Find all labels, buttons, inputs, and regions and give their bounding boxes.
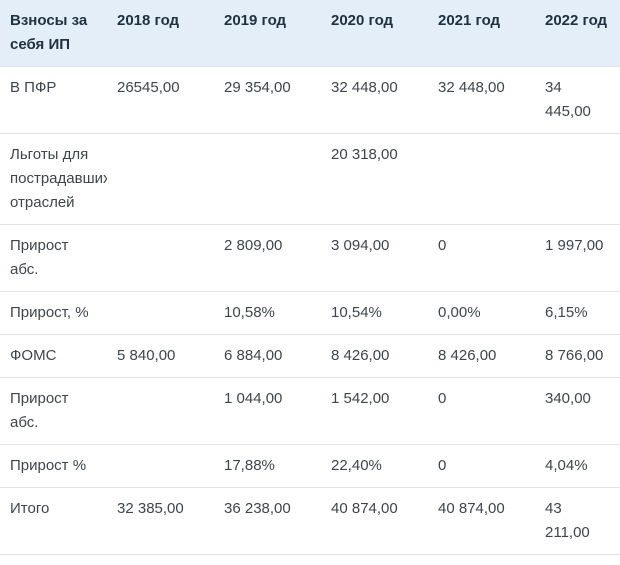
table-cell: 5 840,00 (107, 334, 214, 378)
table-cell (107, 291, 214, 335)
table-cell: 3 853,00 (214, 554, 321, 565)
table-cell: 2 809,00 (214, 224, 321, 292)
row-label: Прирост, % (0, 291, 107, 335)
row-label: Прирост абс. (0, 554, 107, 565)
table-row: Льготы для пострадавших отраслей 20 318,0… (0, 133, 620, 225)
table-cell (214, 133, 321, 225)
table-cell: 10,54% (321, 291, 428, 335)
table-cell: 1 542,00 (321, 377, 428, 445)
table-cell: 8 426,00 (428, 334, 535, 378)
table-cell: 6 884,00 (214, 334, 321, 378)
table-cell (107, 554, 214, 565)
table-row: Прирост абс. 3 853,004 636,0002 337,00 (0, 554, 620, 565)
table-row: Прирост, % 10,58% 10,54% 0,00% 6,15% (0, 291, 620, 335)
table-cell: 4,04% (535, 444, 620, 488)
table-cell: 32 385,00 (107, 487, 214, 555)
row-label: Итого (0, 487, 107, 555)
column-header: 2021 год (428, 0, 535, 67)
table-cell: 36 238,00 (214, 487, 321, 555)
table-cell: 6,15% (535, 291, 620, 335)
table-cell: 0 (428, 444, 535, 488)
table-cell: 34 445,00 (535, 66, 620, 134)
row-label: Льготы для пострадавших отраслей (0, 133, 107, 225)
table-cell: 8 426,00 (321, 334, 428, 378)
column-header: 2022 год (535, 0, 620, 67)
row-label: Прирост % (0, 444, 107, 488)
column-header: 2020 год (321, 0, 428, 67)
table-row: Прирост % 17,88% 22,40% 0 4,04% (0, 444, 620, 488)
table-cell: 8 766,00 (535, 334, 620, 378)
table-cell: 0 (428, 224, 535, 292)
table-cell: 340,00 (535, 377, 620, 445)
table-cell: 32 448,00 (321, 66, 428, 134)
table-cell: 10,58% (214, 291, 321, 335)
table-cell: 2 337,00 (535, 554, 620, 565)
table-cell (107, 133, 214, 225)
table-row: Прирост абс. 2 809,00 3 094,00 0 1 997,00 (0, 224, 620, 292)
table-cell: 32 448,00 (428, 66, 535, 134)
corner-header: Взносы за себя ИП (0, 0, 107, 67)
table-cell: 4 636,00 (321, 554, 428, 565)
table-row: Прирост абс. 1 044,00 1 542,00 0 340,00 (0, 377, 620, 445)
table-cell: 20 318,00 (321, 133, 428, 225)
column-header: 2018 год (107, 0, 214, 67)
table-cell (107, 224, 214, 292)
row-label: ФОМС (0, 334, 107, 378)
row-label: Прирост абс. (0, 224, 107, 292)
table-cell: 0 (428, 554, 535, 565)
header-row: Взносы за себя ИП 2018 год 2019 год 2020 го… (0, 0, 620, 67)
table-cell: 26545,00 (107, 66, 214, 134)
table-cell: 29 354,00 (214, 66, 321, 134)
table-header: Взносы за себя ИП 2018 год 2019 год 2020 го… (0, 0, 620, 67)
table-cell: 3 094,00 (321, 224, 428, 292)
row-label: Прирост абс. (0, 377, 107, 445)
table-cell (107, 377, 214, 445)
table-row: В ПФР 26545,00 29 354,00 32 448,00 32 448,00… (0, 66, 620, 134)
table-cell: 17,88% (214, 444, 321, 488)
column-header: 2019 год (214, 0, 321, 67)
table-body: В ПФР 26545,00 29 354,00 32 448,00 32 448,00… (0, 66, 620, 565)
table-cell: 40 874,00 (428, 487, 535, 555)
table-cell (107, 444, 214, 488)
table-cell: 0,00% (428, 291, 535, 335)
table-cell: 1 997,00 (535, 224, 620, 292)
table-cell: 22,40% (321, 444, 428, 488)
table-cell: 43 211,00 (535, 487, 620, 555)
table-row: ФОМС 5 840,00 6 884,00 8 426,00 8 426,00 8 76… (0, 334, 620, 378)
table-cell (535, 133, 620, 225)
table-row: Итого 32 385,00 36 238,00 40 874,00 40 874,0… (0, 487, 620, 555)
table-cell: 0 (428, 377, 535, 445)
row-label: В ПФР (0, 66, 107, 134)
table-cell (428, 133, 535, 225)
table-cell: 40 874,00 (321, 487, 428, 555)
table-cell: 1 044,00 (214, 377, 321, 445)
